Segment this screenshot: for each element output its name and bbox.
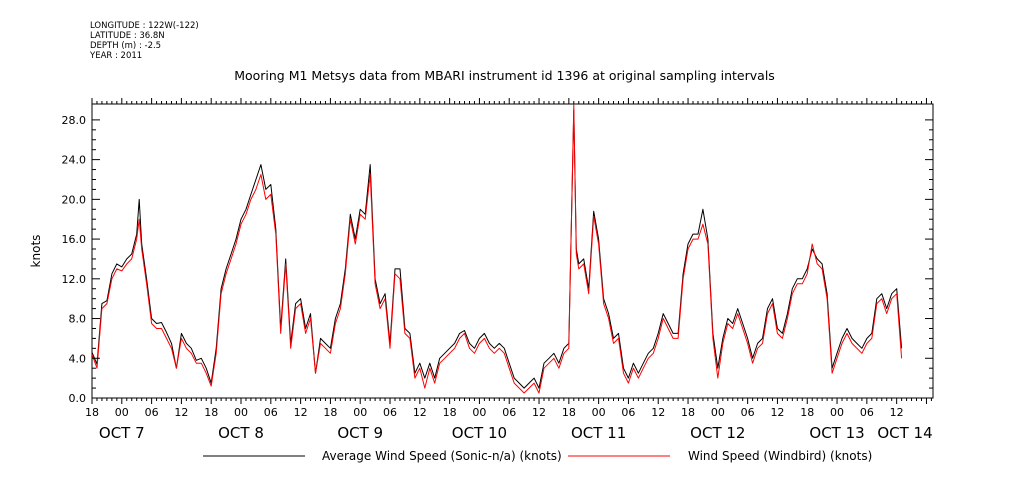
- x-tick-label: 12: [413, 406, 427, 419]
- y-tick-label: 16.0: [62, 233, 87, 246]
- plot-frame: [91, 103, 934, 399]
- longitude-text: LONGITUDE : 122W(-122): [90, 21, 199, 31]
- x-tick-label: 00: [830, 406, 844, 419]
- series-line-sonic: [91, 109, 903, 389]
- y-tick-label: 0.0: [69, 392, 87, 405]
- chart-title: Mooring M1 Metsys data from MBARI instru…: [234, 68, 775, 83]
- x-tick-label: 00: [592, 406, 606, 419]
- x-tick-label: 18: [443, 406, 457, 419]
- x-day-label: OCT 9: [337, 424, 383, 442]
- year-text: YEAR : 2011: [90, 51, 143, 61]
- x-tick-label: 12: [174, 406, 188, 419]
- latitude-text: LATITUDE : 36.8N: [90, 31, 165, 41]
- y-axis-label: knots: [29, 235, 43, 268]
- x-tick-label: 06: [741, 406, 755, 419]
- x-tick-label: 00: [711, 406, 725, 419]
- x-tick-label: 12: [890, 406, 904, 419]
- x-tick-label: 12: [294, 406, 308, 419]
- x-day-label: OCT 10: [452, 424, 507, 442]
- x-tick-label: 12: [532, 406, 546, 419]
- x-day-label: OCT 12: [690, 424, 745, 442]
- x-tick-label: 06: [860, 406, 874, 419]
- x-tick-label: 00: [234, 406, 248, 419]
- x-tick-label: 18: [681, 406, 695, 419]
- x-tick-label: 18: [204, 406, 218, 419]
- x-day-label: OCT 7: [99, 424, 145, 442]
- x-day-label: OCT 14: [877, 424, 932, 442]
- x-tick-label: 06: [621, 406, 635, 419]
- y-tick-label: 12.0: [62, 273, 87, 286]
- y-tick-label: 24.0: [62, 154, 87, 167]
- x-tick-label: 18: [800, 406, 814, 419]
- x-day-label: OCT 8: [218, 424, 264, 442]
- x-tick-label: 06: [383, 406, 397, 419]
- x-tick-label: 18: [562, 406, 576, 419]
- x-tick-label: 12: [651, 406, 665, 419]
- metadata-block: LONGITUDE : 122W(-122) LATITUDE : 36.8N …: [90, 21, 199, 61]
- x-tick-label: 12: [770, 406, 784, 419]
- x-tick-label: 18: [85, 406, 99, 419]
- x-day-label: OCT 11: [571, 424, 626, 442]
- x-tick-label: 06: [502, 406, 516, 419]
- x-tick-label: 00: [472, 406, 486, 419]
- x-tick-label: 00: [115, 406, 129, 419]
- y-tick-label: 8.0: [69, 313, 87, 326]
- y-tick-label: 4.0: [69, 352, 87, 365]
- x-tick-label: 18: [323, 406, 337, 419]
- legend-label-sonic: Average Wind Speed (Sonic-n/a) (knots): [322, 449, 562, 463]
- depth-text: DEPTH (m) : -2.5: [90, 41, 162, 51]
- x-tick-label: 00: [353, 406, 367, 419]
- x-tick-label: 06: [145, 406, 159, 419]
- y-tick-label: 20.0: [62, 193, 87, 206]
- y-tick-label: 28.0: [62, 114, 87, 127]
- series-line-windbird: [91, 104, 903, 394]
- x-tick-label: 06: [264, 406, 278, 419]
- legend-label-windbird: Wind Speed (Windbird) (knots): [688, 449, 872, 463]
- x-day-label: OCT 13: [809, 424, 864, 442]
